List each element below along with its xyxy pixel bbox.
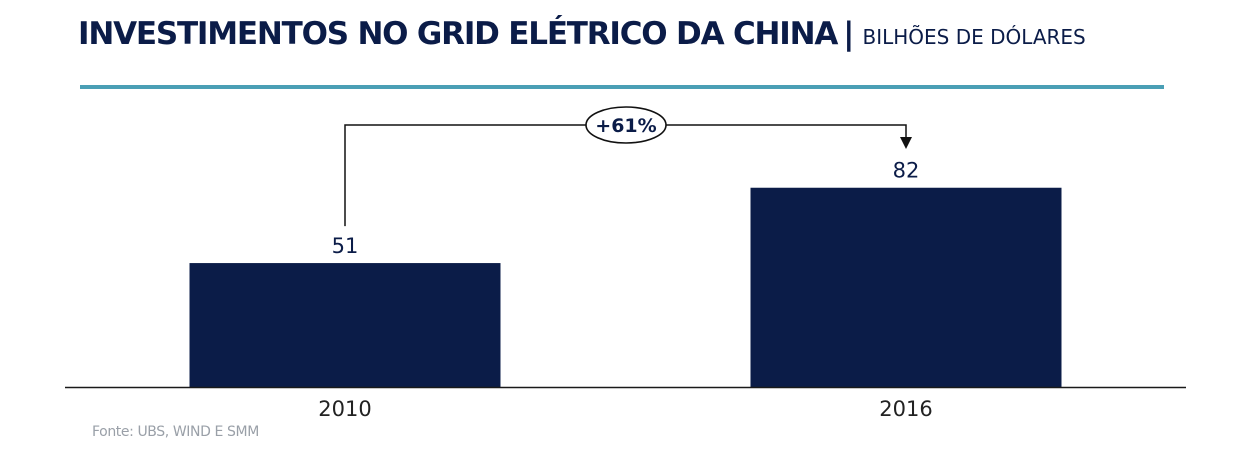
bar-2010 [189, 263, 501, 387]
bar-2016 [750, 187, 1062, 387]
bar-chart: 51 2010 82 2016 +61% [65, 106, 1186, 420]
data-label-2010: 51 [332, 234, 359, 258]
x-tick-label-2010: 2010 [318, 397, 371, 420]
x-tick-label-2016: 2016 [879, 397, 932, 420]
title-separator: | [843, 16, 855, 52]
growth-label: +61% [595, 115, 656, 137]
growth-arrowhead [900, 137, 912, 149]
source-note: Fonte: UBS, WIND E SMM [92, 424, 259, 440]
chart-title: INVESTIMENTOS NO GRID ELÉTRICO DA CHINA [78, 16, 838, 52]
header-divider [80, 85, 1164, 89]
chart-header: INVESTIMENTOS NO GRID ELÉTRICO DA CHINA … [78, 16, 1086, 52]
growth-badge [585, 106, 667, 144]
data-label-2016: 82 [893, 159, 920, 183]
chart-subtitle: BILHÕES DE DÓLARES [862, 25, 1086, 49]
